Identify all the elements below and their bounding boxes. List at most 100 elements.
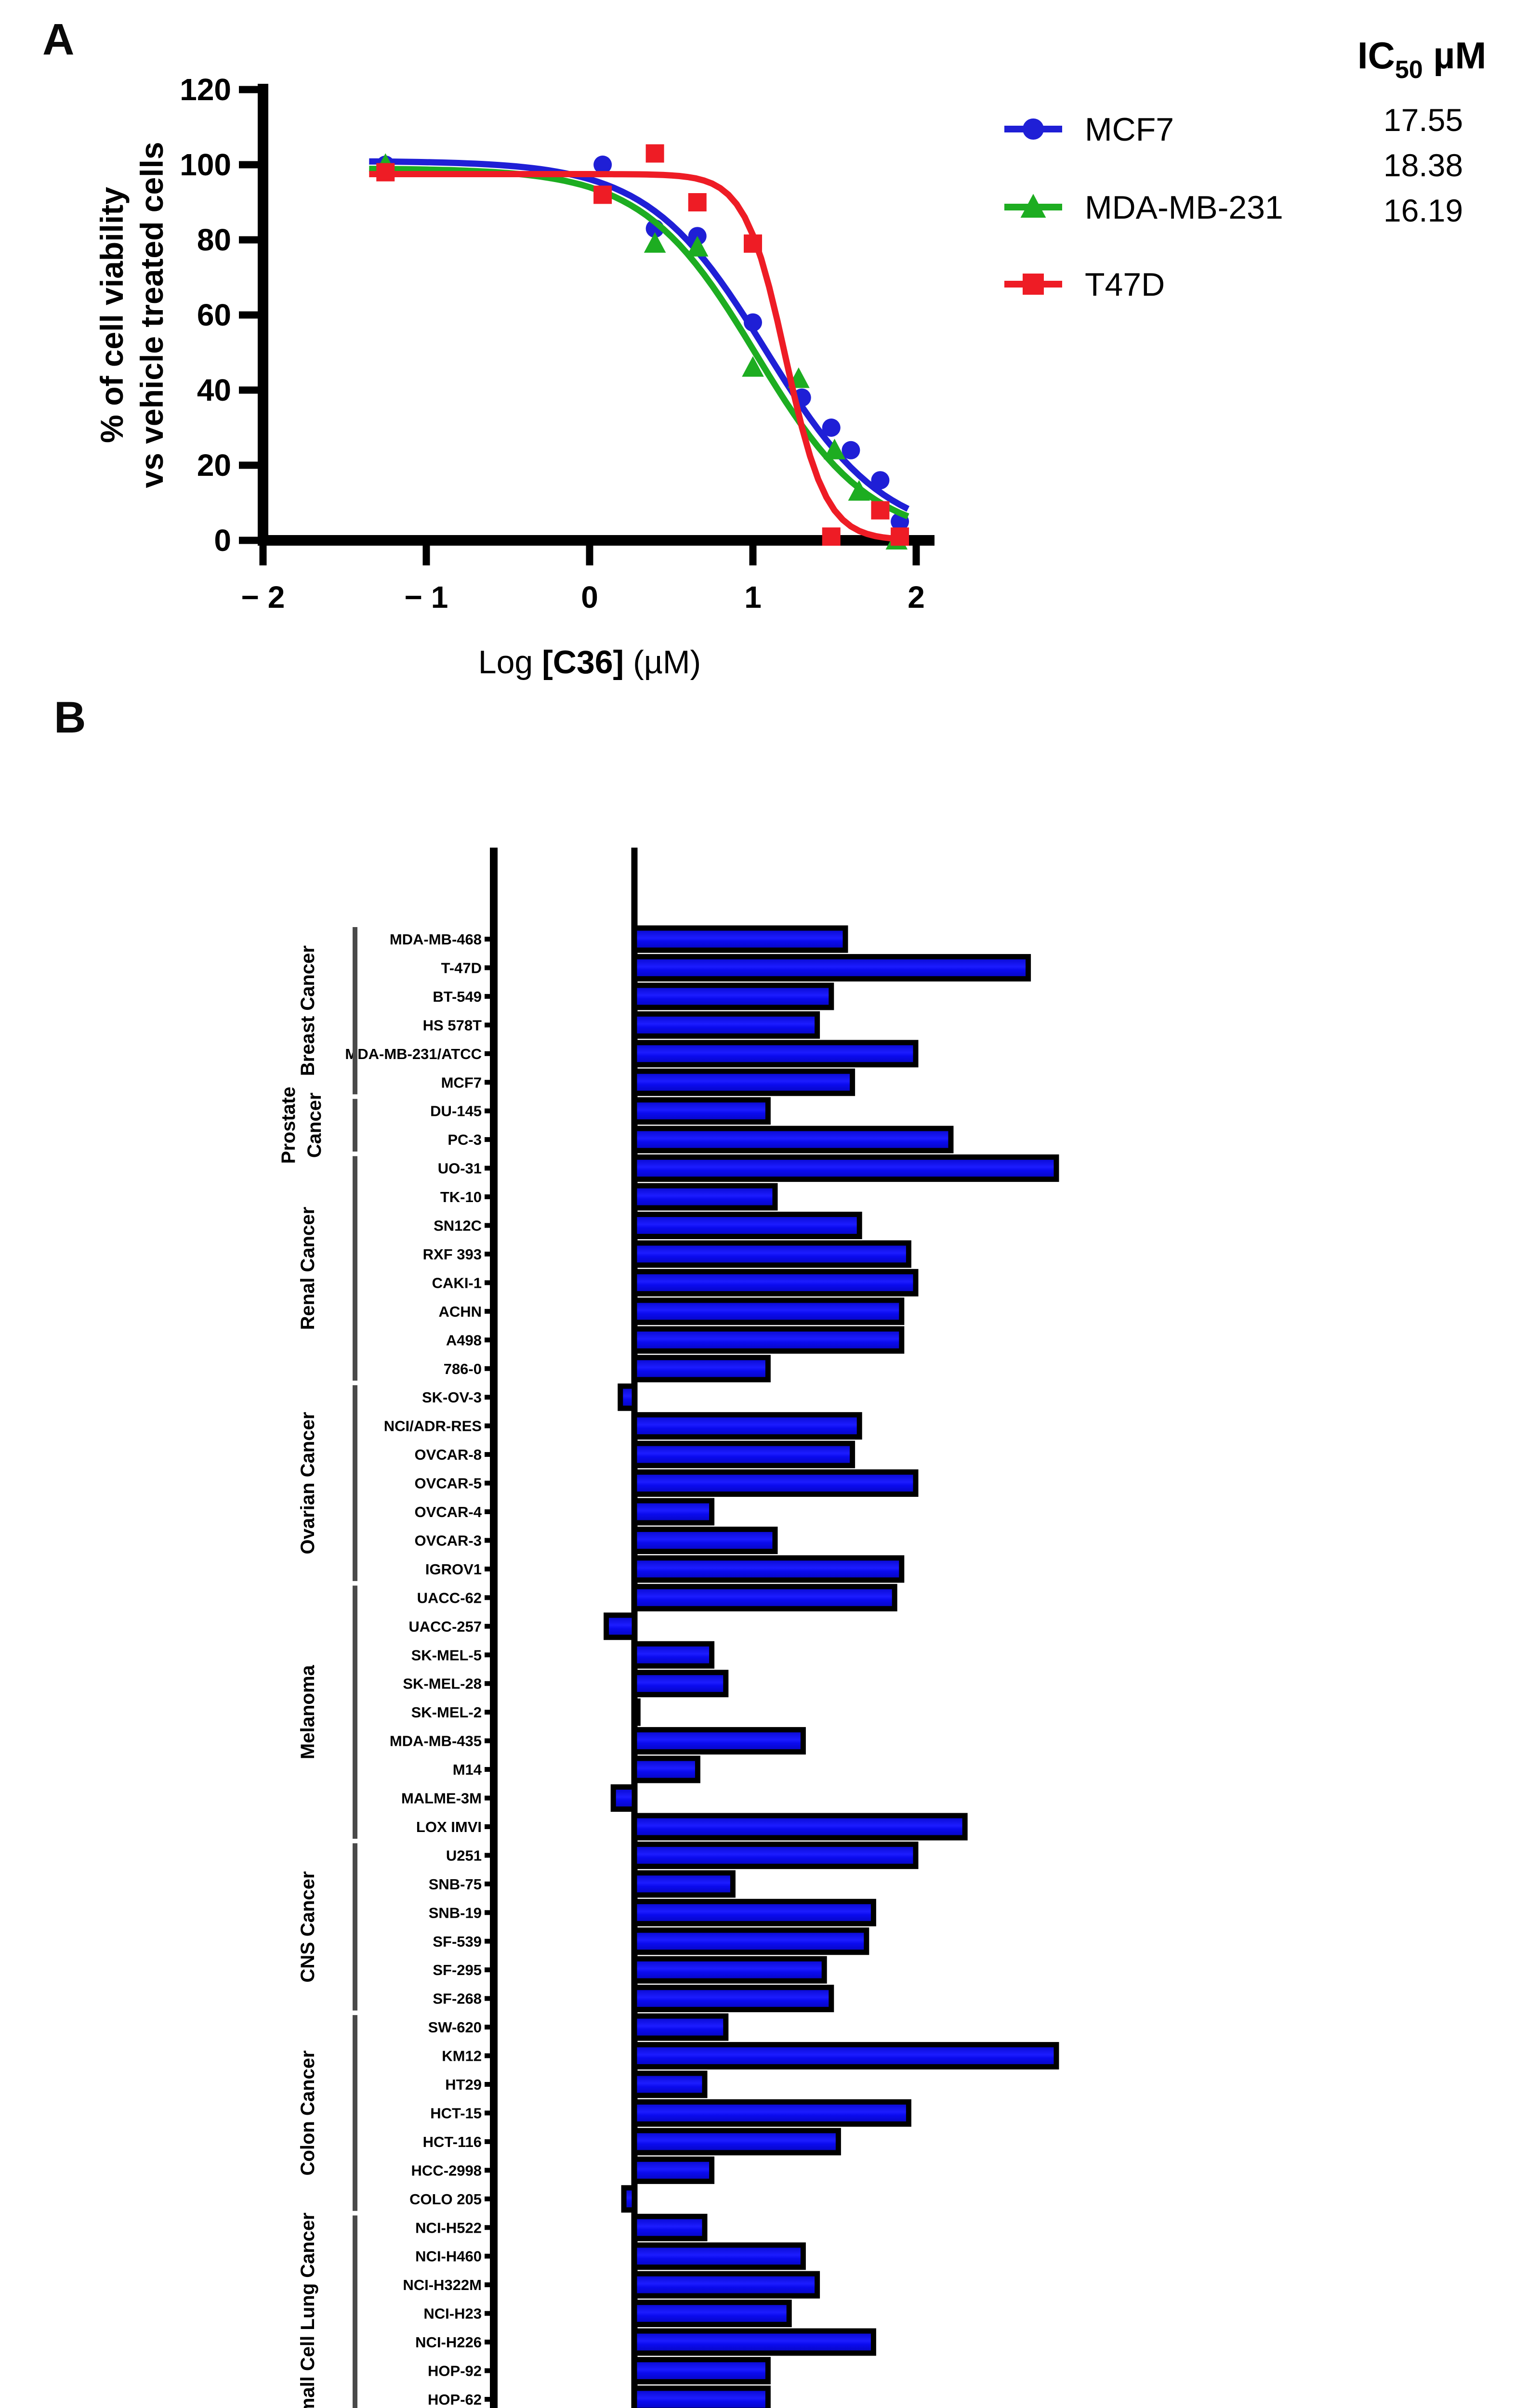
row-label: BT-549 <box>433 988 482 1005</box>
row-tick <box>485 2168 494 2173</box>
bar-MCF7 <box>632 1068 856 1096</box>
row-label: SNB-19 <box>429 1904 482 1921</box>
square-marker <box>1023 274 1044 295</box>
bar-NCI/ADR-RES <box>632 1412 862 1440</box>
bar-HOP-62 <box>632 2385 771 2408</box>
bar-KM12 <box>632 2042 1059 2070</box>
row-tick <box>485 1165 494 1171</box>
row-tick <box>485 1824 494 1829</box>
bar-COLO 205 <box>621 2185 637 2213</box>
row-tick <box>485 2110 494 2116</box>
row-label: MDA-MB-435 <box>390 1733 482 1750</box>
row-tick <box>485 2082 494 2087</box>
row-label: A498 <box>446 1332 482 1348</box>
group-label: CNS Cancer <box>297 1871 318 1982</box>
group-label: Renal Cancer <box>297 1207 318 1330</box>
row-tick <box>485 2253 494 2259</box>
x-tick-label: 1 <box>744 580 762 615</box>
circle-marker <box>842 441 860 459</box>
row-label: NCI-H322M <box>403 2277 482 2293</box>
bar-MALME-3M <box>610 1784 637 1812</box>
row-tick <box>485 1108 494 1113</box>
row-tick <box>485 1595 494 1600</box>
group-label: Melanoma <box>297 1665 318 1759</box>
row-label: HCC-2998 <box>411 2162 482 2179</box>
triangle-marker <box>848 480 870 501</box>
row-tick <box>485 1967 494 1973</box>
row-tick <box>485 1681 494 1686</box>
panel-b-label: B <box>54 693 86 742</box>
row-label: HCT-15 <box>430 2105 482 2121</box>
bar-DU-145 <box>632 1097 771 1125</box>
row-label: KM12 <box>442 2048 482 2065</box>
row-label: NCI-H23 <box>423 2305 482 2322</box>
T47D-fit-curve <box>369 171 908 543</box>
row-label: LOX IMVI <box>416 1819 482 1835</box>
row-tick <box>485 1652 494 1658</box>
ic50-value: 17.55 <box>1383 102 1463 138</box>
bar-OVCAR-4 <box>632 1498 715 1526</box>
row-tick <box>485 1853 494 1858</box>
row-label: SW-620 <box>428 2019 482 2036</box>
row-label: CAKI-1 <box>432 1274 482 1291</box>
row-label: UACC-62 <box>417 1589 482 1606</box>
row-tick <box>485 1452 494 1457</box>
bar-UACC-257 <box>604 1612 637 1640</box>
bar-BT-549 <box>632 982 834 1010</box>
circle-marker <box>822 419 841 437</box>
row-label: T-47D <box>441 959 482 976</box>
y-tick-label: 40 <box>197 373 231 407</box>
row-label: HCT-116 <box>423 2133 482 2150</box>
bar-U251 <box>632 1841 919 1869</box>
bar-PC-3 <box>632 1125 954 1153</box>
row-tick <box>485 1795 494 1801</box>
bar-TK-10 <box>632 1183 778 1211</box>
row-label: 786-0 <box>444 1361 482 1377</box>
ic50-header: IC50 µM <box>1357 34 1486 84</box>
row-label: OVCAR-8 <box>414 1446 482 1463</box>
circle-marker <box>1023 118 1044 140</box>
row-tick <box>485 1337 494 1343</box>
growth-bar-chart: − 20− 100102030405060% GrowthMDA-MB-468T… <box>278 848 1059 2408</box>
bar-MDA-MB-231/ATCC <box>632 1040 919 1068</box>
row-tick <box>485 1509 494 1514</box>
ic50-value: 18.38 <box>1383 147 1463 183</box>
row-tick <box>485 1251 494 1256</box>
row-label: IGROV1 <box>425 1561 482 1578</box>
row-label: HOP-62 <box>428 2391 482 2408</box>
row-label: SF-295 <box>433 1962 482 1978</box>
row-label: SK-MEL-2 <box>411 1704 482 1721</box>
row-tick <box>485 2340 494 2345</box>
bar-MDA-MB-468 <box>632 925 848 953</box>
row-label: U251 <box>446 1847 482 1864</box>
row-tick <box>485 1366 494 1371</box>
triangle-marker <box>742 356 764 377</box>
bar-SF-539 <box>632 1927 869 1955</box>
y-tick-label: 100 <box>180 147 231 182</box>
row-tick <box>485 2368 494 2373</box>
y-axis-title-line2: vs vehicle treated cells <box>134 142 170 488</box>
row-tick <box>485 2025 494 2030</box>
bar-MDA-MB-435 <box>632 1727 806 1755</box>
row-tick <box>485 2053 494 2058</box>
square-marker <box>891 527 909 546</box>
y-tick-label: 120 <box>180 72 231 107</box>
bar-ACHN <box>632 1297 905 1325</box>
row-tick <box>485 1938 494 1944</box>
bar-786-0 <box>632 1355 771 1383</box>
bar-SNB-19 <box>632 1898 876 1926</box>
row-tick <box>485 1623 494 1629</box>
bar-NCI-H460 <box>632 2242 806 2270</box>
bar-UACC-62 <box>632 1584 897 1611</box>
row-tick <box>485 1566 494 1571</box>
row-label: MCF7 <box>441 1074 482 1091</box>
x-axis-title: Log [C36] (µM) <box>478 644 701 681</box>
bar-SK-MEL-5 <box>632 1641 715 1669</box>
row-tick <box>485 1137 494 1142</box>
row-label: SNB-75 <box>429 1876 482 1893</box>
bar-T-47D <box>632 954 1031 982</box>
ic50-value: 16.19 <box>1383 193 1463 228</box>
group-label: Prostate <box>278 1086 299 1164</box>
triangle-marker <box>644 232 666 253</box>
